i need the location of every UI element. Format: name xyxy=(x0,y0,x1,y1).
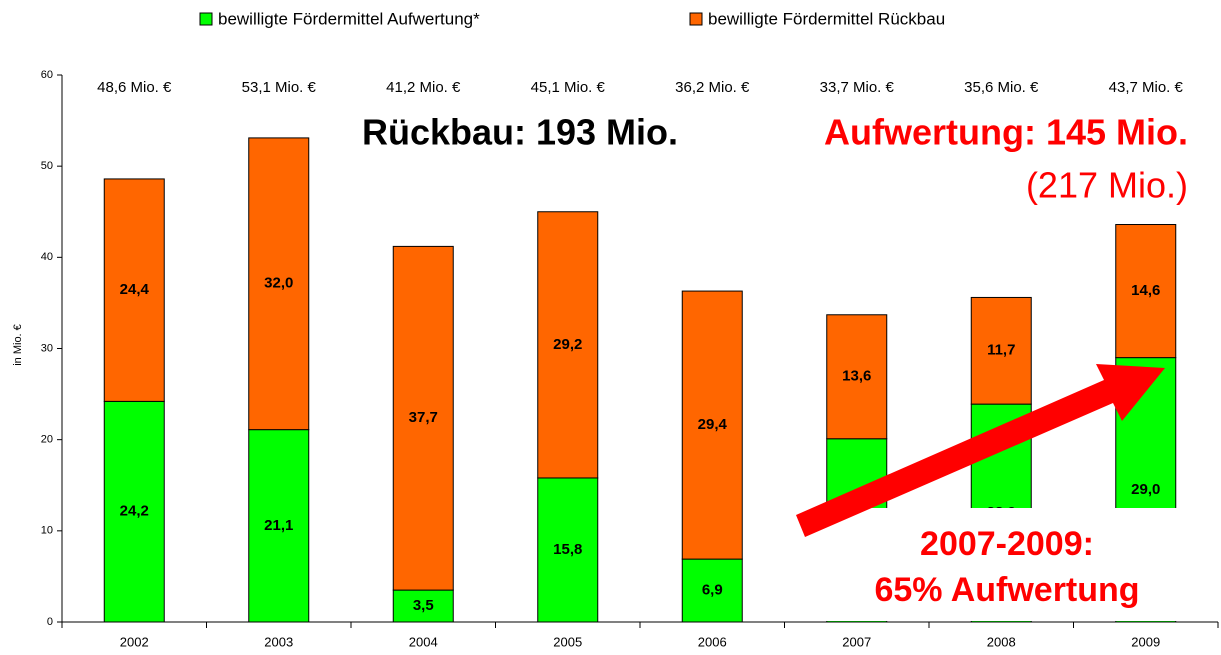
x-tick-label: 2007 xyxy=(842,634,871,649)
value-label: 15,8 xyxy=(553,541,582,558)
bar-segment xyxy=(537,211,599,479)
bar-segment xyxy=(681,558,743,623)
total-label: 35,6 Mio. € xyxy=(964,79,1039,96)
value-label: 3,5 xyxy=(413,597,434,614)
bar-segment xyxy=(248,137,310,431)
legend-swatch xyxy=(199,12,213,26)
y-axis-label: in Mio. € xyxy=(12,324,24,366)
value-label: 29,2 xyxy=(553,336,582,353)
x-tick-label: 2004 xyxy=(409,634,438,649)
annotation: (217 Mio.) xyxy=(1026,165,1188,206)
value-label: 24,4 xyxy=(120,281,150,298)
total-label: 33,7 Mio. € xyxy=(820,79,895,96)
y-tick-label: 0 xyxy=(47,616,53,628)
y-tick-label: 40 xyxy=(41,251,53,263)
total-label: 41,2 Mio. € xyxy=(386,79,461,96)
legend-swatch xyxy=(689,12,703,26)
bar-segment xyxy=(1115,224,1177,359)
value-label: 11,7 xyxy=(987,342,1015,359)
y-tick-label: 30 xyxy=(41,342,53,354)
value-label: 14,6 xyxy=(1131,282,1160,299)
y-tick-label: 20 xyxy=(41,434,53,446)
annotation: 2007-2009: xyxy=(920,525,1094,563)
x-tick-label: 2005 xyxy=(553,634,582,649)
annotation: Rückbau: 193 Mio. xyxy=(362,112,678,153)
y-tick-label: 50 xyxy=(41,160,53,172)
total-label: 36,2 Mio. € xyxy=(675,79,750,96)
bar-segment xyxy=(392,245,454,591)
value-label: 29,0 xyxy=(1131,481,1160,498)
bar-segment xyxy=(537,477,599,623)
y-tick-label: 60 xyxy=(41,69,53,81)
total-label: 45,1 Mio. € xyxy=(531,79,606,96)
annotation: 65% Aufwertung xyxy=(874,571,1139,609)
x-tick-label: 2002 xyxy=(120,634,149,649)
x-tick-label: 2003 xyxy=(264,634,293,649)
total-label: 48,6 Mio. € xyxy=(97,79,172,96)
value-label: 13,6 xyxy=(842,368,871,385)
legend-label: bewilligte Fördermittel Aufwertung* xyxy=(218,9,480,28)
x-tick-label: 2006 xyxy=(698,634,727,649)
trend-arrow xyxy=(796,364,1165,537)
value-label: 24,2 xyxy=(120,503,149,520)
bar-segment xyxy=(681,290,743,560)
total-label: 43,7 Mio. € xyxy=(1109,79,1184,96)
y-tick-label: 10 xyxy=(41,525,53,537)
value-label: 32,0 xyxy=(264,275,293,292)
x-tick-label: 2008 xyxy=(987,634,1016,649)
value-label: 29,4 xyxy=(698,416,728,433)
value-label: 21,1 xyxy=(264,517,293,534)
bar-segment xyxy=(103,178,165,402)
x-tick-label: 2009 xyxy=(1131,634,1160,649)
bar-segment xyxy=(392,589,454,623)
bar-segment xyxy=(970,296,1032,405)
bar-segment xyxy=(826,314,888,440)
annotation-box xyxy=(812,508,1205,621)
value-label: 37,7 xyxy=(409,409,438,426)
annotation: Aufwertung: 145 Mio. xyxy=(824,112,1188,153)
total-label: 53,1 Mio. € xyxy=(242,79,317,96)
legend-label: bewilligte Fördermittel Rückbau xyxy=(708,9,945,28)
value-label: 6,9 xyxy=(702,582,723,599)
